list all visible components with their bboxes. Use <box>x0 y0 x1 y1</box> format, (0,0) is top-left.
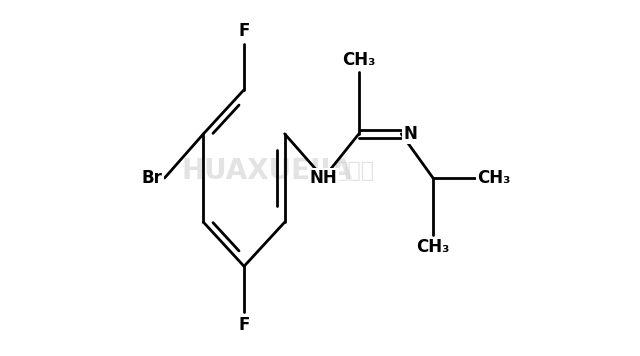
Text: CH₃: CH₃ <box>342 51 376 68</box>
Text: F: F <box>238 22 250 40</box>
Text: NH: NH <box>310 169 337 187</box>
Text: N: N <box>403 125 417 143</box>
Text: CH₃: CH₃ <box>417 238 450 256</box>
Text: Br: Br <box>142 169 163 187</box>
Text: 化学加: 化学加 <box>335 161 376 181</box>
Text: F: F <box>238 316 250 334</box>
Text: HUAXUEJIA: HUAXUEJIA <box>182 157 353 185</box>
Text: CH₃: CH₃ <box>477 169 511 187</box>
